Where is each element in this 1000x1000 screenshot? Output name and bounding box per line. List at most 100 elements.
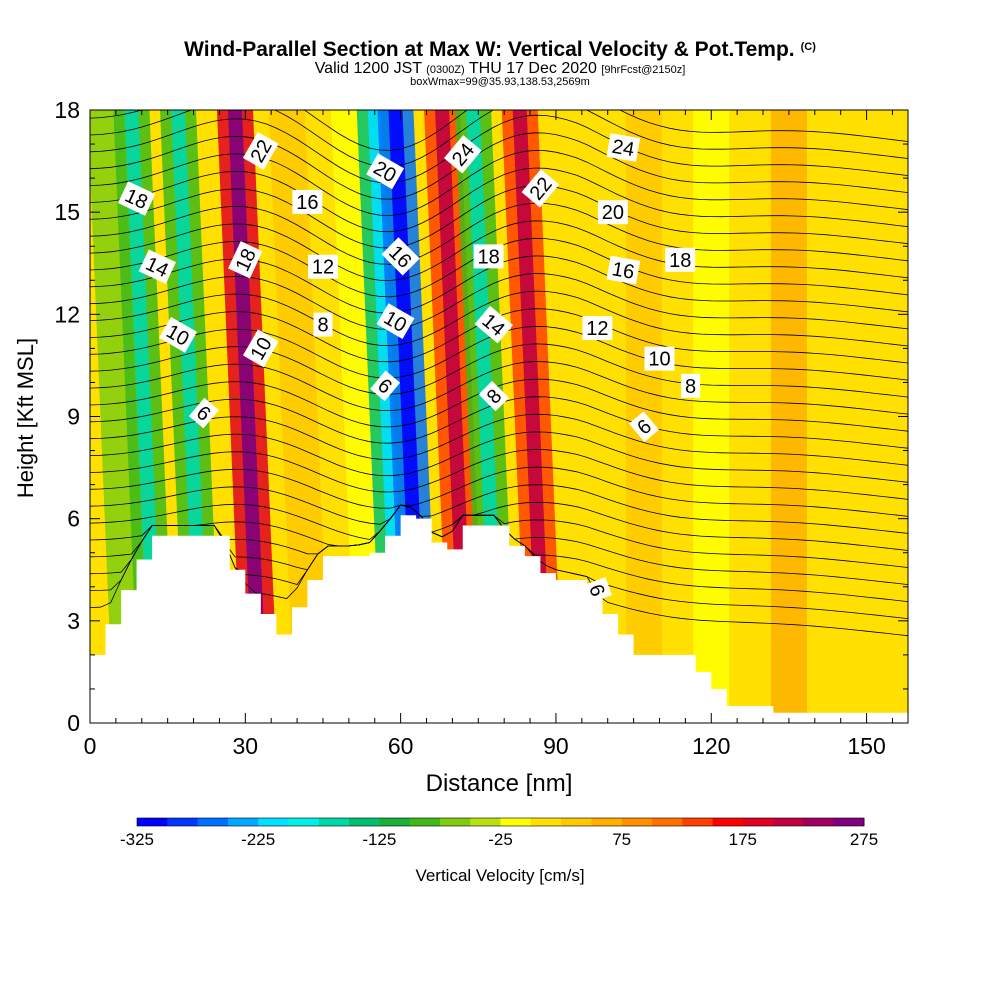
isentrope-line [90,167,908,233]
isentrope-line [90,290,908,347]
isentrope-line [90,466,908,517]
isentrope-lines [90,110,908,637]
label-box [443,135,482,174]
y-tick-label: 9 [67,404,80,430]
label-box [665,247,696,272]
label-text: 16 [296,192,318,214]
chart-subtitle: Valid 1200 JST (0300Z) THU 17 Dec 2020 [… [0,61,1000,78]
label-box [474,305,514,344]
y-tick-label: 12 [54,301,80,327]
isentrope-line [90,114,908,184]
isentrope-label: 20 [597,200,628,225]
isentrope-label: 12 [582,316,613,340]
isentrope-label: 8 [478,380,510,412]
chart-title: Wind-Parallel Section at Max W: Vertical… [184,38,795,61]
label-box [629,411,659,442]
colorbar-tick-label: 175 [729,830,757,849]
y-tick-label: 3 [67,608,80,634]
label-box [478,380,510,412]
isentrope-label: 6 [582,577,612,604]
y-tick-label: 6 [67,506,80,532]
isentrope-label: 18 [665,247,696,272]
colorbar-tick-label: 275 [850,830,878,849]
isentrope-line [90,343,908,398]
colorbar-swatch [500,818,532,826]
y-axis: 0 3 6 9 12 15 18 [54,97,908,736]
y-tick-label: 15 [54,199,80,225]
label-box [597,200,628,225]
label-box [521,169,560,208]
colorbar-swatch [742,818,774,826]
isentrope-label: 16 [292,189,323,214]
label-box [366,153,405,190]
isentrope-label: 24 [606,133,641,162]
label-box [292,189,323,214]
isentrope-line [90,185,908,249]
label-text: 18 [477,246,499,268]
valid-utc-label: (0300Z) [426,64,465,76]
label-box [313,312,333,337]
colorbar-swatch [288,818,320,826]
colorbar-swatch [258,818,289,826]
colorbar-swatch [803,818,835,826]
colorbar-tick-label: -325 [120,830,154,849]
label-text: 24 [610,136,636,162]
colorbar-frame [136,817,865,827]
colorbar-swatch [318,818,350,826]
label-box [188,397,219,429]
colorbar-swatch [470,818,501,826]
isentrope-line [90,413,908,466]
isentrope-line [90,273,908,330]
label-text: 8 [317,315,328,337]
label-text: 20 [602,202,624,224]
isentrope-label: 16 [606,255,641,285]
label-box [308,254,338,279]
x-tick-label: 150 [847,733,885,759]
isentrope-label: 18 [228,241,263,279]
x-tick-label: 30 [233,733,259,759]
label-box [159,316,197,353]
isentrope-label: 10 [644,346,675,371]
y-axis-label: Height [Kft MSL] [13,338,38,498]
colorbar-swatch [833,818,865,826]
label-box [644,346,675,371]
colorbar-swatch [591,818,623,826]
chart-title-row: Wind-Parallel Section at Max W: Vertical… [0,38,1000,62]
colorbar-swatch [439,818,471,826]
colorbar-swatch [621,818,653,826]
x-tick-label: 60 [388,733,414,759]
isentrope-label: 8 [681,373,701,398]
label-box [681,373,701,398]
x-axis: 0 30 60 90 120 150 [84,110,893,759]
velocity-band-12 [693,110,730,723]
colorbar-swatch [349,818,380,826]
isentrope-label: 6 [188,397,219,429]
isentrope-line [90,361,908,415]
colorbar-tick-label: 75 [612,830,631,849]
velocity-core-10 [512,110,553,723]
isentrope-line [90,504,908,568]
isentrope-label: 10 [376,303,415,339]
label-box [473,244,504,269]
colorbar-swatch [773,818,804,826]
isentrope-line [90,501,908,551]
colorbar-swatch [682,818,714,826]
isentrope-label: 6 [629,411,659,442]
x-axis-label: Distance [nm] [426,770,573,797]
label-text: 12 [586,318,608,340]
colorbar-label: Vertical Velocity [cm/s] [415,866,584,885]
isentrope-line [90,132,908,200]
colorbar-swatch [167,818,199,826]
colorbar-swatch [561,818,592,826]
x-tick-label: 120 [692,733,730,759]
isentrope-line [90,110,908,151]
label-box [381,237,420,276]
label-box [138,249,176,284]
colorbar-swatch [379,818,411,826]
label-text: 10 [648,349,670,371]
plot-area: 1814106221810161282016106241814822242016… [90,110,908,723]
valid-time-label: Valid 1200 JST [314,60,422,77]
velocity-band-13 [770,110,807,723]
x-tick-label: 0 [84,733,97,759]
label-box [376,303,415,339]
